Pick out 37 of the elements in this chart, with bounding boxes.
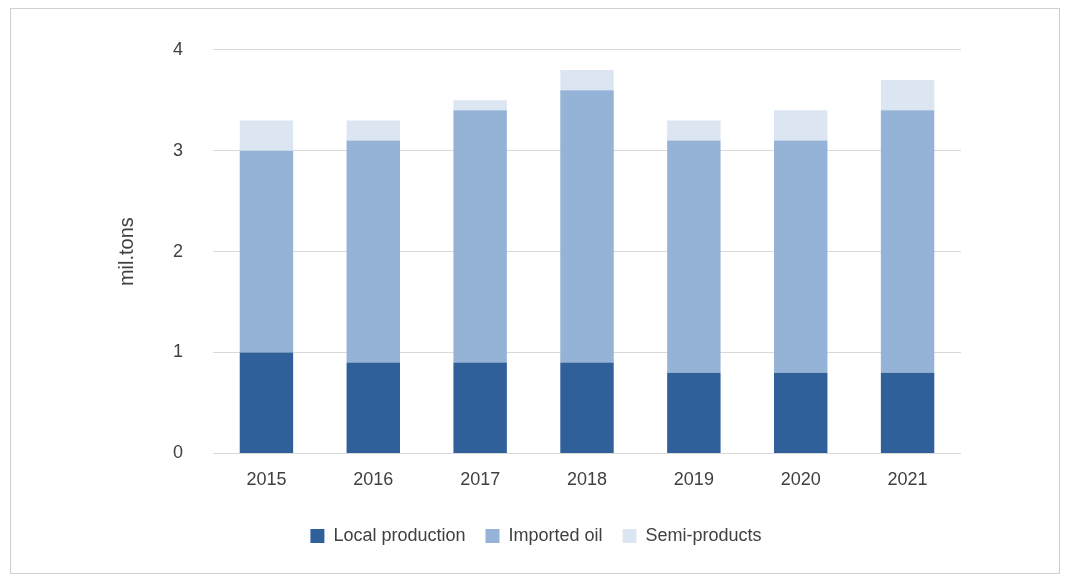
x-tick-label: 2019 [673,469,714,490]
x-tick-label: 2015 [246,469,287,490]
legend-label: Local production [333,524,466,545]
bar [239,120,294,151]
bar [774,372,828,453]
y-tick-label: 2 [173,240,184,261]
bar [453,110,507,363]
x-tick-label: 2016 [353,469,394,490]
bar [239,352,294,453]
bar [346,140,401,363]
bar [560,362,614,453]
legend-label: Semi-products [645,524,762,545]
x-tick-label: 2018 [566,469,608,490]
bar [880,110,935,373]
legend-label: Imported oil [508,524,603,545]
bar [560,69,614,91]
x-tick-label: 2020 [780,469,821,490]
y-tick-label: 4 [173,38,184,59]
y-tick-label: 3 [173,139,184,160]
bar [453,362,507,453]
bar [774,110,828,141]
x-tick-label: 2021 [887,469,928,490]
bar [346,362,401,453]
bar [239,150,294,353]
y-tick-label: 0 [173,442,184,463]
bar [667,372,721,453]
bar [774,140,828,373]
bar [346,120,401,141]
bar [880,80,935,111]
y-tick-label: 1 [173,341,184,362]
bar [667,120,721,141]
bar [667,140,721,373]
bar [880,372,935,453]
bar [560,90,614,363]
bar [453,100,507,111]
y-axis-title: mil.tons [114,217,137,287]
x-tick-label: 2017 [460,469,501,490]
